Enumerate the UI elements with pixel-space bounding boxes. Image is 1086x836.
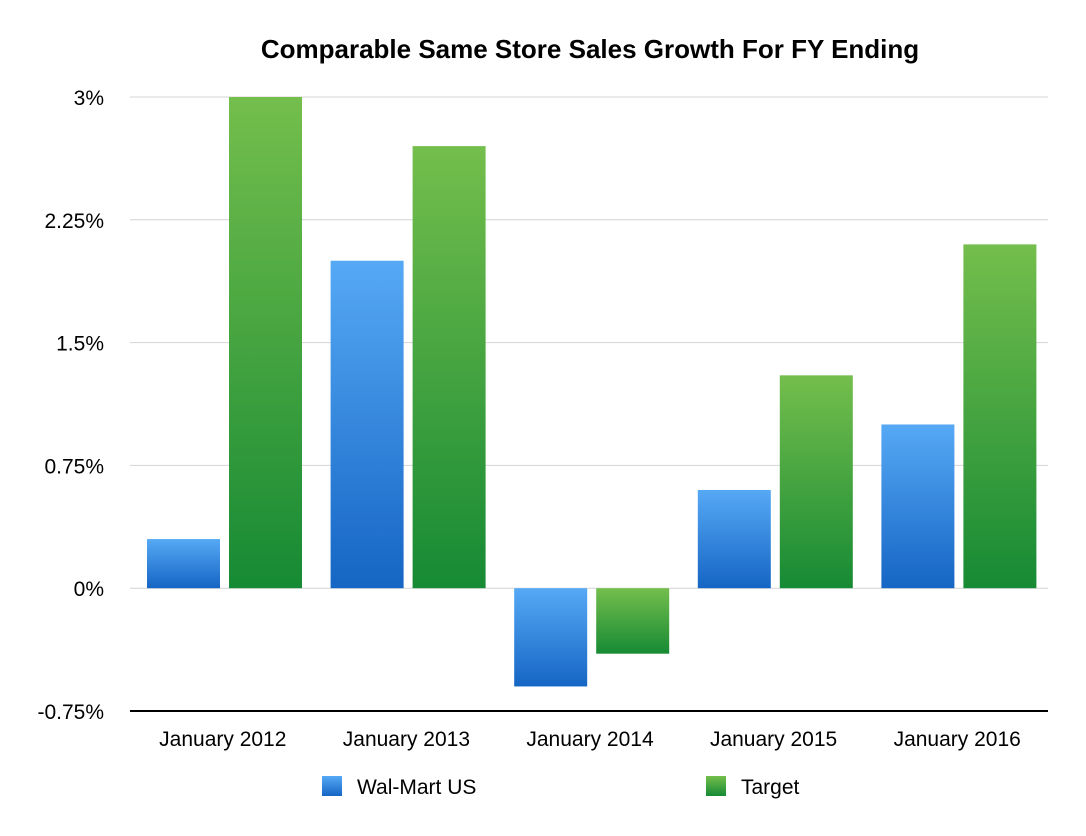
bar-target [779, 375, 853, 589]
y-tick-label: 3% [74, 87, 104, 110]
y-tick-label: -0.75% [37, 701, 104, 724]
x-tick-label: January 2015 [710, 728, 837, 751]
bar-target [963, 244, 1037, 589]
y-tick-label: 1.5% [56, 333, 104, 356]
bar-wal-mart-us [514, 588, 588, 687]
x-tick-label: January 2013 [343, 728, 470, 751]
legend-label: Target [741, 776, 800, 799]
legend-swatch [706, 776, 726, 796]
chart-title: Comparable Same Store Sales Growth For F… [261, 34, 919, 64]
bar-target [229, 97, 302, 589]
y-tick-label: 0.75% [44, 455, 104, 478]
y-tick-label: 2.25% [44, 210, 104, 233]
legend-swatch [322, 776, 342, 796]
bar-target [596, 588, 670, 654]
bar-wal-mart-us [697, 489, 771, 589]
x-tick-label: January 2012 [159, 728, 286, 751]
bar-wal-mart-us [881, 424, 955, 589]
x-tick-label: January 2014 [526, 728, 654, 751]
bar-wal-mart-us [147, 539, 220, 589]
x-tick-label: January 2016 [894, 728, 1021, 751]
y-tick-label: 0% [74, 578, 104, 601]
bar-target [412, 146, 486, 589]
bar-wal-mart-us [330, 260, 404, 589]
legend-label: Wal-Mart US [357, 776, 476, 799]
